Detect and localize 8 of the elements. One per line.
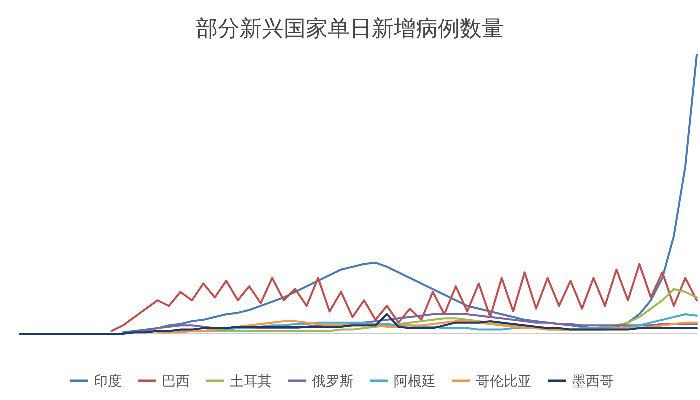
title: 部分新兴国家单日新增病例数量 (196, 17, 504, 42)
legend-label: 哥伦比亚 (476, 374, 532, 390)
legend-label: 墨西哥 (572, 374, 614, 390)
legend-label: 俄罗斯 (312, 374, 354, 390)
legend-label: 印度 (94, 374, 122, 390)
legend-label: 土耳其 (230, 374, 272, 390)
legend-label: 巴西 (162, 374, 190, 390)
legend-label: 阿根廷 (394, 374, 436, 390)
